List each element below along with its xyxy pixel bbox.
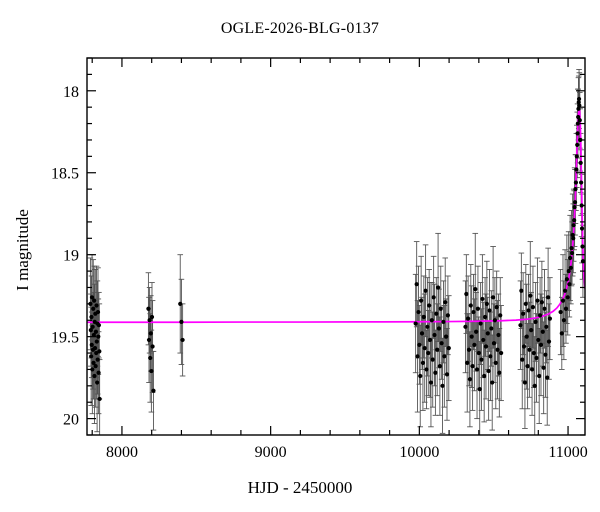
y-tick-label: 19 [63,248,79,265]
tick-labels-group: 8000 9000 10000 11000 18 18.5 19 19.5 20 [51,84,588,461]
y-tick-label: 18.5 [51,166,79,183]
x-axis-label: HJD - 2450000 [247,478,353,497]
x-tick-label: 11000 [548,444,587,461]
y-tick-label: 19.5 [51,330,79,347]
y-tick-label: 20 [63,412,79,429]
x-tick-label: 10000 [399,444,439,461]
x-tick-label: 8000 [106,444,138,461]
x-tick-label: 9000 [255,444,287,461]
model-curve-group [87,108,585,324]
page-title: OGLE-2026-BLG-0137 [220,20,380,37]
error-bars-group [87,69,585,435]
axes-group [86,57,586,436]
data-points-group [88,96,585,402]
y-tick-label: 18 [63,84,79,101]
